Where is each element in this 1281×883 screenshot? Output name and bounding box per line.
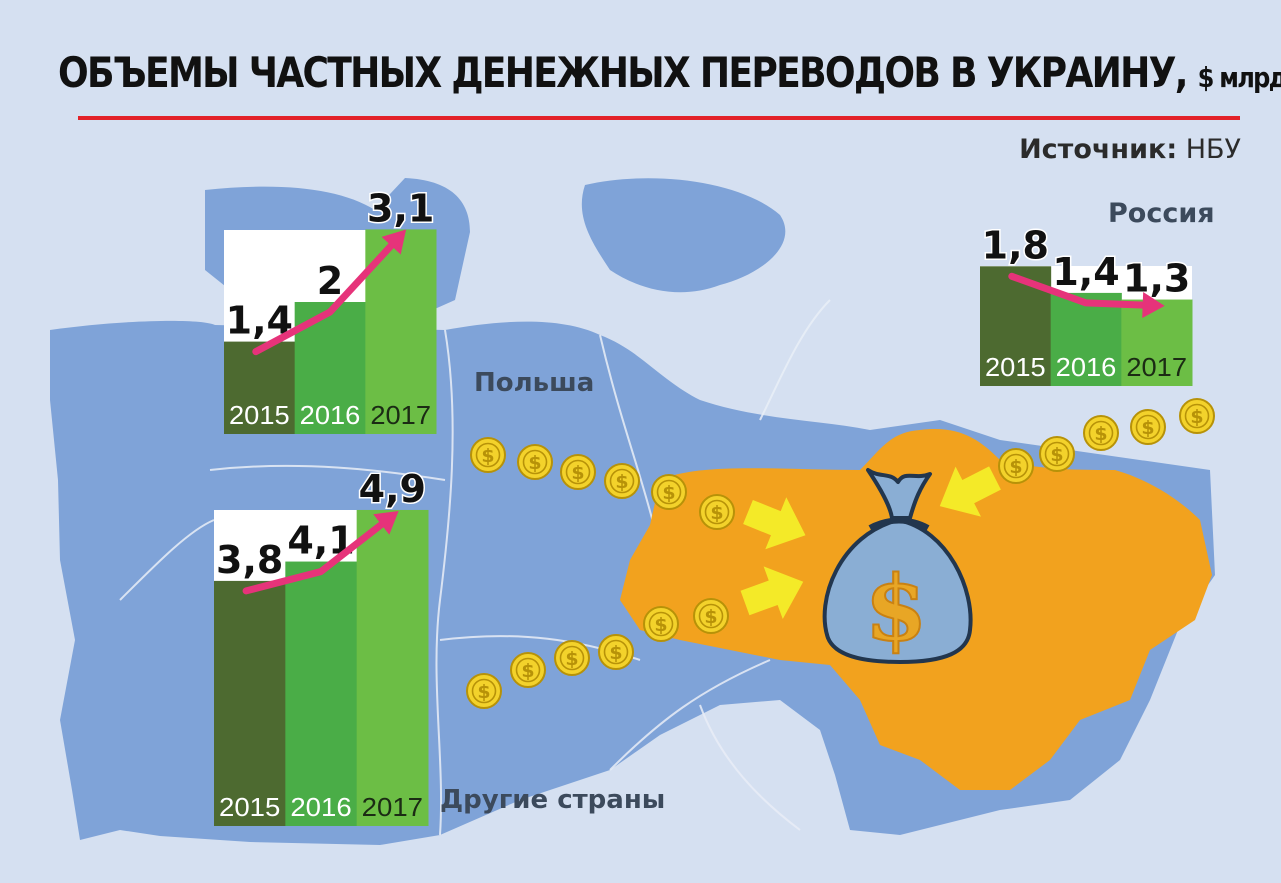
title-divider: [78, 116, 1240, 120]
value-label: 4,1: [287, 519, 354, 563]
value-label: 4,9: [359, 467, 426, 511]
bar-russia-2016: [1050, 292, 1122, 386]
value-label: 3,8: [216, 538, 283, 582]
year-label: 2016: [1056, 352, 1117, 382]
value-label: 3,1: [367, 186, 434, 230]
bar-chart-russia: 2015 2016 2017 1,81,4 1,3: [980, 222, 1193, 386]
source-line: Источник: НБУ: [1019, 134, 1241, 165]
bar-russia-2017: [1121, 299, 1193, 386]
trend-arrow: [252, 231, 405, 356]
year-label: 2017: [362, 792, 423, 822]
trend-arrow-head: [373, 511, 399, 535]
page-title: ОБЪЕМЫ ЧАСТНЫХ ДЕНЕЖНЫХ ПЕРЕВОДОВ В УКРА…: [58, 48, 1281, 97]
year-label: 2015: [229, 400, 290, 430]
trend-arrow: [242, 512, 396, 595]
money-bag-icon: $: [822, 468, 973, 665]
trend-arrow-head: [381, 229, 407, 255]
source-label: Источник:: [1019, 134, 1178, 165]
bar-poland-2015: [224, 341, 296, 434]
svg-text:$: $: [865, 556, 928, 662]
year-label: 2016: [290, 792, 351, 822]
baltic-north-land: [581, 178, 786, 293]
trend-arrow-head: [1142, 292, 1165, 319]
chart-other-countries: 2015 2016 2017 3,8 4,1 4,9: [214, 465, 429, 826]
bar-other-2016: [285, 561, 358, 826]
year-label: 2016: [300, 400, 361, 430]
year-label: 2017: [1126, 352, 1187, 382]
value-label: 1,4: [1052, 250, 1119, 294]
chart-poland: 2015 2016 2017 1,4 2 3,1: [224, 185, 437, 434]
region-label-other: Другие страны: [440, 785, 666, 815]
year-label: 2015: [219, 792, 280, 822]
chart-russia: 2015 2016 2017 1,8 1,4 1,3: [980, 222, 1193, 386]
value-label: 1,8: [982, 223, 1049, 267]
country-borders: [119, 299, 831, 836]
value-label: 2: [317, 259, 343, 303]
bar-other-2015: [214, 580, 286, 826]
region-label-poland: Польша: [474, 368, 595, 398]
source-value: НБУ: [1185, 134, 1241, 165]
year-label: 2017: [370, 400, 431, 430]
region-label-russia: Россия: [1108, 198, 1215, 229]
bar-other-2017: [356, 509, 429, 826]
trend-arrow: [1008, 272, 1161, 310]
title-unit: $ млрд: [1197, 61, 1281, 94]
value-label: 1,3: [1123, 257, 1190, 301]
year-label: 2015: [985, 352, 1046, 382]
title-text: ОБЪЕМЫ ЧАСТНЫХ ДЕНЕЖНЫХ ПЕРЕВОДОВ В УКРА…: [58, 48, 1188, 97]
bar-chart-other: 2015 2016 2017 3,8 4,14,9: [214, 465, 429, 826]
